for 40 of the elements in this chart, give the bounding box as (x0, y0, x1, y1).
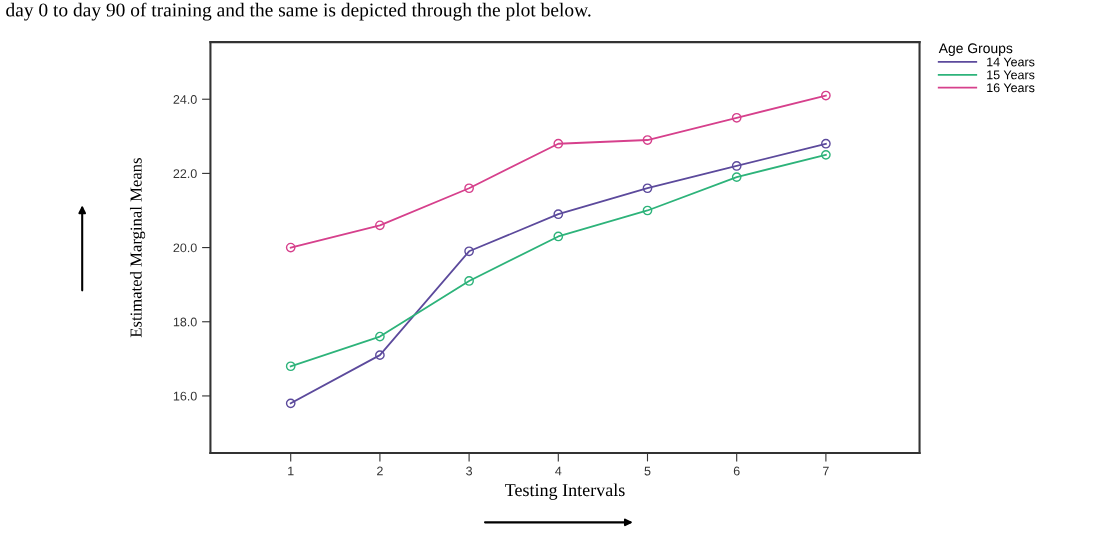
point (464, 276, 474, 286)
point (553, 209, 564, 220)
point (821, 90, 831, 101)
point (642, 135, 653, 145)
y-tick-label: 20.0 (173, 243, 197, 253)
y-tick-label: 18.0 (173, 317, 197, 327)
x-tick-label: 7 (823, 466, 829, 476)
text: day 0 to day 90 of training and the same is depicted through the plot below. (6, 2, 591, 21)
legend-label: 16 Years (987, 83, 1035, 93)
point (821, 149, 831, 160)
point (731, 112, 742, 123)
point (285, 398, 296, 409)
point (375, 220, 385, 231)
point (285, 242, 296, 253)
point (821, 138, 831, 149)
point (731, 172, 742, 182)
x-tick-label: 2 (377, 466, 383, 476)
x-axis-title: Testing Intervals (505, 483, 625, 500)
y-axis-title: Estimated Marginal Means (129, 158, 146, 338)
point (375, 350, 385, 360)
x-tick-label: 1 (288, 466, 294, 476)
point (285, 361, 296, 372)
y-tick-label: 22.0 (173, 169, 197, 179)
x-tick-label: 6 (733, 466, 740, 476)
point (375, 331, 385, 342)
point (464, 246, 474, 257)
point (642, 205, 653, 216)
y-tick-label: 16.0 (173, 391, 197, 401)
point (464, 183, 474, 194)
point (731, 161, 742, 171)
point (642, 183, 653, 194)
legend-title: Age Groups (938, 43, 1013, 56)
legend-label: 15 Years (987, 70, 1035, 80)
x-tick-label: 3 (466, 466, 473, 476)
x-tick-label: 5 (644, 466, 651, 476)
x-tick-label: 4 (555, 466, 562, 476)
legend-label: 14 Years (987, 57, 1035, 67)
y-tick-label: 24.0 (173, 95, 197, 104)
point (553, 138, 564, 149)
point (553, 231, 564, 242)
